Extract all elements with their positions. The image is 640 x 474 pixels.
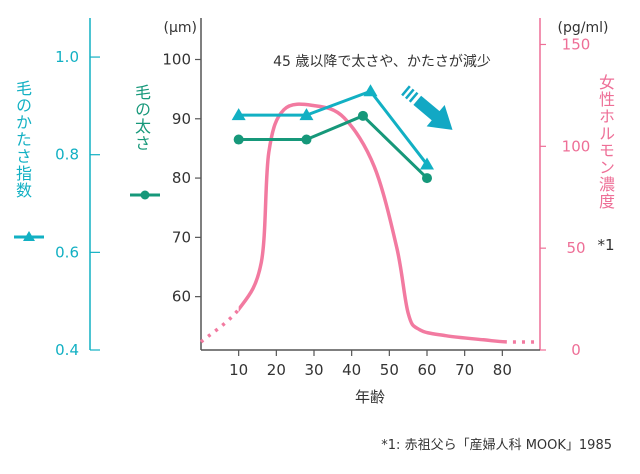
hormone-tick-label-0: 0 [571,341,581,359]
decline-arrow-dash-0 [401,85,411,97]
thickness-point-3 [422,173,432,184]
thickness-tick-label-0: 60 [172,288,191,306]
stiffness-point-0 [231,108,246,121]
stiffness-line [238,89,429,166]
stiffness-point-3 [420,157,434,170]
annotation-text: 45 歳以降で太さや、かたさが減少 [273,53,491,70]
hormone-footnote-mark: *1 [597,236,614,254]
source-note: *1: 赤祖父ら「産婦人科 MOOK」1985 [381,438,612,453]
stiffness-tick-label-2: 0.8 [55,146,79,164]
thickness-legend-marker [140,190,150,200]
hormone-tick-label-2: 100 [562,137,591,155]
decline-arrow [401,85,453,130]
thickness-tick-label-3: 90 [172,110,191,128]
stiffness-tick-label-3: 1.0 [55,48,79,66]
thickness-point-2 [357,110,368,121]
stiffness-point-2 [363,84,378,97]
thickness-tick-label-4: 100 [162,51,191,69]
decline-arrow-dash-1 [404,88,415,100]
hormone-axis-title: 女性ホルモン濃度 [596,74,615,210]
thickness-point-0 [233,134,244,145]
x-tick-label-6: 70 [455,361,474,379]
stiffness-point-1 [299,108,314,121]
x-tick-label-3: 40 [342,361,361,379]
stiffness-tick-label-0: 0.4 [55,341,79,359]
x-tick-label-5: 60 [417,361,436,379]
stiffness-legend-marker [23,231,35,241]
x-tick-label-2: 30 [304,361,323,379]
thickness-line [238,114,429,180]
hormone-tick-label-3: 150 [562,35,591,53]
decline-arrow-head [426,104,453,130]
x-tick-label-7: 80 [493,361,512,379]
x-axis-title: 年齢 [355,388,385,406]
thickness-tick-label-2: 80 [172,169,191,187]
thickness-unit: (μm) [164,20,197,36]
x-tick-label-1: 20 [267,361,286,379]
stiffness-axis-title: 毛のかたさ指数 [13,80,32,199]
hormone-tick-label-1: 50 [566,239,585,257]
x-tick-label-4: 50 [380,361,399,379]
thickness-point-1 [301,134,312,145]
hormone-curve [238,102,507,344]
hormone-unit: (pg/ml) [558,20,609,36]
x-tick-label-0: 10 [229,361,248,379]
stiffness-tick-label-1: 0.6 [55,243,79,261]
decline-arrow-shaft [413,95,442,122]
decline-arrow-dash-2 [408,91,419,103]
thickness-axis-title: 毛の太さ [132,84,151,152]
thickness-tick-label-1: 70 [172,228,191,246]
